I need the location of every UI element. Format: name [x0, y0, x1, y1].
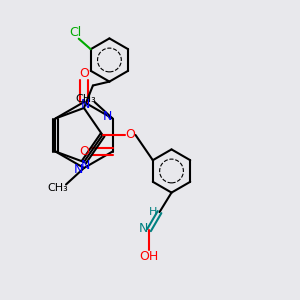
Text: N: N	[103, 110, 112, 124]
Text: O: O	[79, 145, 89, 158]
Text: CH₃: CH₃	[76, 94, 97, 104]
Text: CH₃: CH₃	[47, 183, 68, 193]
Text: O: O	[79, 67, 89, 80]
Text: N: N	[74, 163, 83, 176]
Text: O: O	[125, 128, 135, 142]
Text: N: N	[138, 222, 148, 235]
Text: H: H	[149, 207, 158, 217]
Text: N: N	[81, 159, 90, 172]
Text: OH: OH	[140, 250, 159, 263]
Text: Cl: Cl	[70, 26, 82, 39]
Text: N: N	[81, 98, 90, 111]
